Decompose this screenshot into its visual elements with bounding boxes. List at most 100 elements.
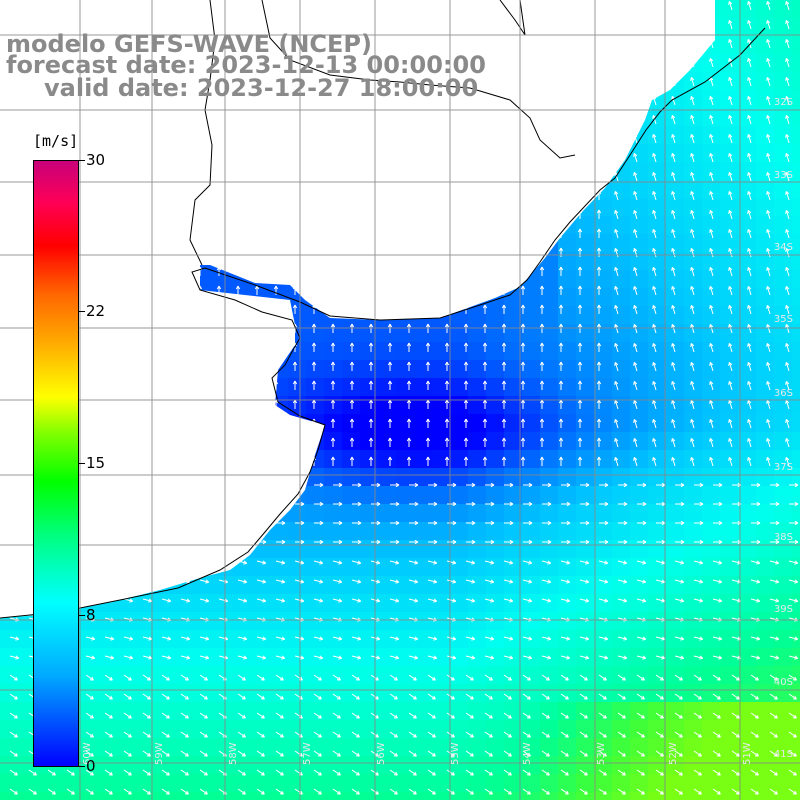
wind-arrow bbox=[425, 399, 431, 409]
wind-arrow bbox=[713, 520, 723, 526]
wind-arrow bbox=[747, 324, 752, 334]
wind-speed-cell bbox=[738, 594, 756, 612]
wind-arrow bbox=[728, 134, 733, 144]
wind-speed-cell bbox=[630, 666, 648, 684]
longitude-label: 57W bbox=[302, 742, 313, 765]
wind-speed-cell bbox=[396, 612, 414, 630]
wind-speed-cell bbox=[144, 756, 162, 774]
wind-speed-cell bbox=[360, 792, 378, 800]
wind-arrow bbox=[235, 285, 241, 295]
wind-arrow bbox=[614, 267, 619, 277]
wind-arrow bbox=[292, 304, 298, 314]
wind-arrow bbox=[558, 285, 564, 295]
wind-speed-cell bbox=[792, 432, 800, 450]
wind-arrow bbox=[520, 437, 526, 447]
wind-arrow bbox=[728, 1, 733, 11]
wind-speed-cell bbox=[612, 414, 630, 432]
wind-speed-cell bbox=[342, 702, 360, 720]
latitude-label: 39S bbox=[774, 604, 793, 615]
wind-arrow bbox=[199, 598, 210, 603]
wind-speed-cell bbox=[324, 630, 342, 648]
wind-speed-cell bbox=[612, 486, 630, 504]
wind-speed-cell bbox=[486, 432, 504, 450]
wind-arrow bbox=[728, 305, 733, 315]
wind-speed-cell bbox=[378, 702, 396, 720]
colorbar-tick-mark bbox=[79, 160, 85, 161]
wind-speed-cell bbox=[774, 342, 792, 360]
wind-speed-cell bbox=[432, 702, 450, 720]
wind-speed-cell bbox=[594, 234, 612, 252]
wind-speed-cell bbox=[504, 504, 522, 522]
wind-speed-cell bbox=[360, 522, 378, 540]
wind-speed-cell bbox=[666, 396, 684, 414]
wind-arrow bbox=[637, 482, 647, 488]
wind-arrow bbox=[728, 286, 733, 296]
wind-speed-cell bbox=[666, 144, 684, 162]
wind-speed-cell bbox=[612, 756, 630, 774]
wind-speed-cell bbox=[504, 486, 522, 504]
wind-speed-cell bbox=[468, 522, 486, 540]
wind-speed-cell bbox=[522, 468, 540, 486]
wind-arrow bbox=[389, 598, 400, 603]
wind-speed-cell bbox=[738, 108, 756, 126]
wind-speed-cell bbox=[720, 180, 738, 198]
colorbar-tick-mark bbox=[79, 615, 85, 616]
wind-speed-cell bbox=[594, 540, 612, 558]
wind-speed-cell bbox=[738, 522, 756, 540]
wind-arrow bbox=[161, 598, 172, 603]
wind-speed-cell bbox=[360, 684, 378, 702]
wind-arrow bbox=[351, 560, 362, 565]
wind-speed-cell bbox=[432, 486, 450, 504]
wind-speed-cell bbox=[414, 594, 432, 612]
wind-arrow bbox=[294, 579, 305, 584]
wind-speed-cell bbox=[576, 504, 594, 522]
wind-speed-cell bbox=[774, 774, 792, 792]
wind-arrow bbox=[349, 456, 355, 466]
wind-arrow bbox=[352, 520, 362, 526]
wind-speed-cell bbox=[396, 774, 414, 792]
wind-arrow bbox=[633, 419, 638, 429]
wind-speed-cell bbox=[666, 720, 684, 738]
wind-speed-cell bbox=[342, 396, 360, 414]
wind-speed-cell bbox=[720, 522, 738, 540]
wind-arrow bbox=[541, 560, 552, 565]
wind-speed-cell bbox=[774, 72, 792, 90]
wind-arrow bbox=[671, 191, 676, 201]
wind-speed-cell bbox=[414, 684, 432, 702]
wind-speed-cell bbox=[774, 738, 792, 756]
colorbar-tick-label: 8 bbox=[86, 606, 96, 624]
wind-arrow bbox=[652, 210, 657, 220]
wind-arrow bbox=[636, 598, 647, 603]
wind-speed-cell bbox=[342, 486, 360, 504]
wind-speed-cell bbox=[396, 720, 414, 738]
wind-speed-cell bbox=[594, 702, 612, 720]
wind-speed-cell bbox=[54, 792, 72, 800]
wind-speed-cell bbox=[504, 612, 522, 630]
wind-speed-cell bbox=[468, 666, 486, 684]
wind-speed-cell bbox=[126, 612, 144, 630]
wind-speed-cell bbox=[702, 522, 720, 540]
wind-arrow bbox=[522, 598, 533, 603]
wind-speed-cell bbox=[612, 612, 630, 630]
wind-speed-cell bbox=[576, 720, 594, 738]
wind-arrow bbox=[785, 115, 790, 125]
wind-speed-cell bbox=[432, 414, 450, 432]
wind-speed-cell bbox=[684, 522, 702, 540]
wind-speed-cell bbox=[342, 468, 360, 486]
wind-speed-cell bbox=[738, 378, 756, 396]
wind-arrow bbox=[466, 482, 476, 488]
wind-speed-cell bbox=[612, 720, 630, 738]
wind-speed-cell bbox=[306, 558, 324, 576]
wind-arrow bbox=[652, 324, 657, 334]
wind-arrow bbox=[770, 501, 780, 507]
wind-speed-cell bbox=[612, 630, 630, 648]
wind-speed-cell bbox=[504, 774, 522, 792]
wind-speed-cell bbox=[126, 702, 144, 720]
wind-arrow bbox=[406, 380, 412, 390]
wind-speed-cell bbox=[594, 198, 612, 216]
wind-arrow bbox=[785, 210, 790, 220]
wind-arrow bbox=[463, 361, 469, 371]
wind-arrow bbox=[482, 418, 488, 428]
wind-arrow bbox=[728, 39, 733, 49]
wind-speed-cell bbox=[486, 450, 504, 468]
